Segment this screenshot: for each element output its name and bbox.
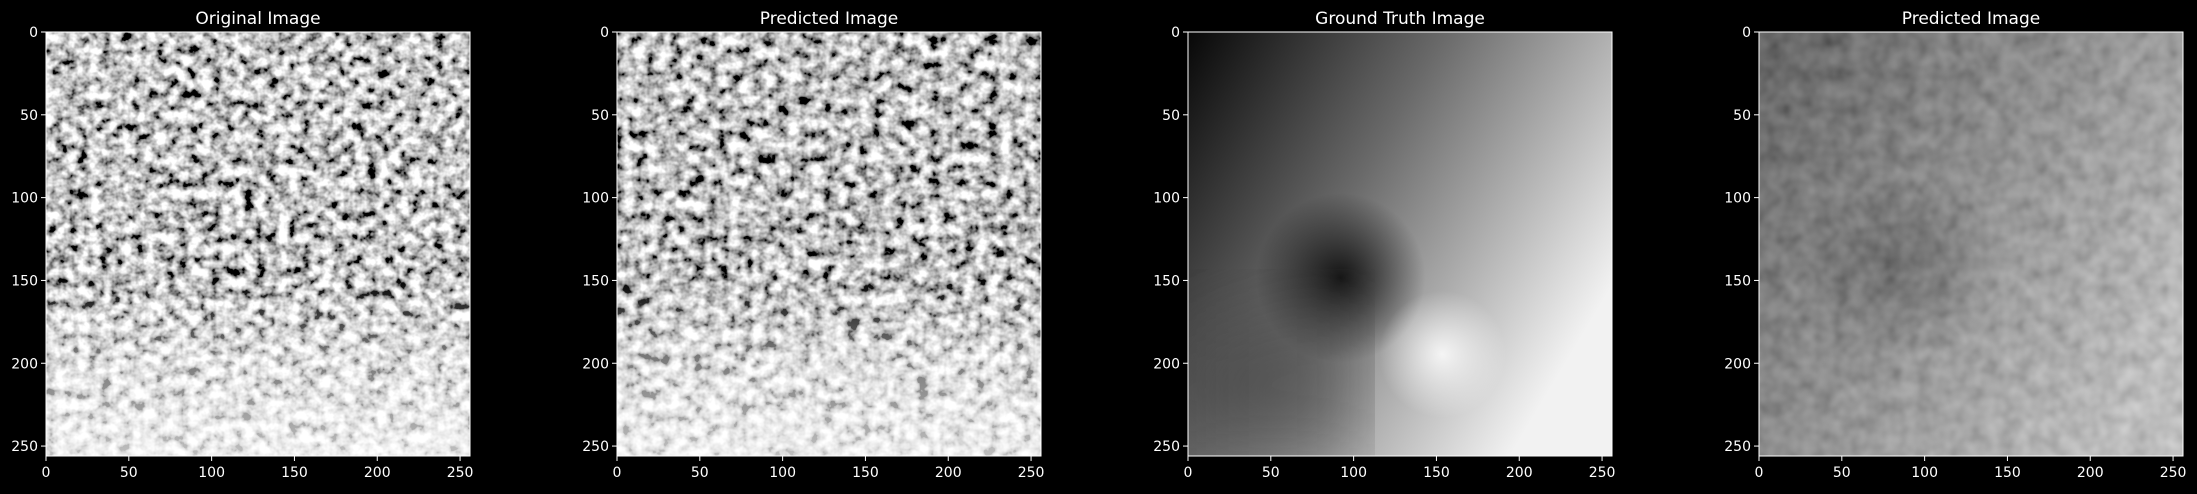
y-tick-label: 50 — [591, 108, 609, 124]
x-tick-label: 0 — [1184, 465, 1193, 481]
x-tick-label: 150 — [281, 465, 308, 481]
x-tick-label: 100 — [1340, 465, 1367, 481]
y-tick-label: 250 — [582, 439, 609, 455]
x-tick-label: 50 — [120, 465, 138, 481]
y-tick-label: 0 — [1171, 25, 1180, 41]
y-tick-label: 50 — [20, 108, 38, 124]
x-tick-label: 0 — [42, 465, 51, 481]
y-tick-label: 200 — [1153, 356, 1180, 372]
y-tick-label: 0 — [1742, 25, 1751, 41]
x-tick-label: 200 — [364, 465, 391, 481]
panel-title: Original Image — [195, 9, 320, 29]
panel-title: Ground Truth Image — [1315, 9, 1485, 29]
y-tick-label: 0 — [600, 25, 609, 41]
x-tick-label: 200 — [1506, 465, 1533, 481]
image-smooth-angular-gradient — [1188, 32, 1612, 456]
y-tick-label: 250 — [1724, 439, 1751, 455]
y-tick-label: 50 — [1162, 108, 1180, 124]
x-tick-label: 150 — [852, 465, 879, 481]
axes-frame — [616, 31, 1042, 457]
x-tick-label: 200 — [935, 465, 962, 481]
x-tick-label: 250 — [1018, 465, 1045, 481]
image-noisy-tissue-texture-a — [46, 32, 470, 456]
x-tick-label: 50 — [1262, 465, 1280, 481]
x-tick-label: 100 — [1911, 465, 1938, 481]
y-tick-label: 200 — [1724, 356, 1751, 372]
y-tick-label: 100 — [1724, 191, 1751, 207]
y-tick-label: 150 — [1724, 273, 1751, 289]
x-tick-label: 100 — [198, 465, 225, 481]
y-tick-label: 100 — [582, 191, 609, 207]
y-tick-label: 200 — [11, 356, 38, 372]
x-tick-label: 100 — [769, 465, 796, 481]
x-tick-label: 150 — [1423, 465, 1450, 481]
axes-frame — [45, 31, 471, 457]
x-tick-label: 250 — [2160, 465, 2187, 481]
image-blurry-noisy-gradient — [1759, 32, 2183, 456]
y-tick-label: 50 — [1733, 108, 1751, 124]
x-tick-label: 0 — [613, 465, 622, 481]
x-tick-label: 0 — [1755, 465, 1764, 481]
y-tick-label: 150 — [11, 273, 38, 289]
y-tick-label: 200 — [582, 356, 609, 372]
axes-frame — [1187, 31, 1613, 457]
x-tick-label: 200 — [2077, 465, 2104, 481]
panel-title: Predicted Image — [760, 9, 898, 29]
panel-title: Predicted Image — [1902, 9, 2040, 29]
y-tick-label: 100 — [1153, 191, 1180, 207]
x-tick-label: 50 — [691, 465, 709, 481]
x-tick-label: 50 — [1833, 465, 1851, 481]
y-tick-label: 250 — [1153, 439, 1180, 455]
x-tick-label: 250 — [1589, 465, 1616, 481]
axes-frame — [1758, 31, 2184, 457]
y-tick-label: 150 — [582, 273, 609, 289]
y-tick-label: 100 — [11, 191, 38, 207]
y-tick-label: 150 — [1153, 273, 1180, 289]
x-tick-label: 250 — [447, 465, 474, 481]
y-tick-label: 250 — [11, 439, 38, 455]
image-noisy-tissue-texture-b — [617, 32, 1041, 456]
y-tick-label: 0 — [29, 25, 38, 41]
x-tick-label: 150 — [1994, 465, 2021, 481]
